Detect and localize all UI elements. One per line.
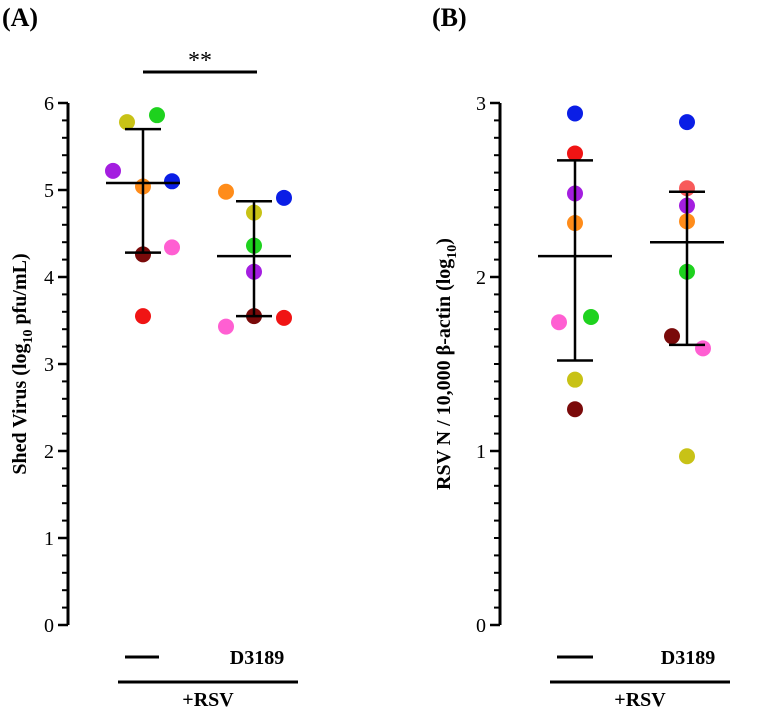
y-axis-title-b-sub: 10 [445, 245, 460, 259]
series-a-2 [217, 183, 292, 335]
series-a-1 [105, 107, 180, 325]
data-point [695, 340, 711, 357]
plot-area-a [105, 107, 292, 335]
data-point [567, 371, 583, 388]
y-tick-label: 3 [476, 93, 486, 115]
data-point [567, 105, 583, 122]
group-label-b: +RSV [614, 689, 666, 711]
data-point [664, 328, 680, 345]
data-point [679, 448, 695, 465]
y-tick-label: 3 [44, 354, 54, 376]
data-point [218, 183, 234, 200]
y-axis-title-a-end: pfu/mL) [9, 253, 31, 329]
y-axis-title-a-main: Shed Virus (log [9, 343, 31, 474]
data-point [583, 309, 599, 326]
data-point [164, 173, 180, 190]
y-tick-label: 2 [476, 267, 486, 289]
data-point [276, 309, 292, 326]
data-point [567, 145, 583, 162]
y-tick-label: 1 [44, 528, 54, 550]
panel-label-a: (A) [2, 3, 38, 32]
series-b-2 [650, 114, 724, 465]
data-point [679, 114, 695, 131]
y-tick-label: 2 [44, 441, 54, 463]
y-axis-title-a-sub: 10 [21, 329, 36, 343]
y-tick-label: 5 [44, 180, 54, 202]
y-tick-label: 0 [476, 615, 486, 637]
series-b-1 [538, 105, 612, 418]
panel-a: (A) ** 0 1 2 3 4 5 6 Shed Virus (log10 pfu/mL)… [2, 3, 298, 711]
y-tick-label: 1 [476, 441, 486, 463]
plot-area-b [538, 105, 724, 465]
y-tick-label: 0 [44, 615, 54, 637]
category-d3189-b: D3189 [661, 647, 715, 669]
panel-label-b: (B) [432, 3, 467, 32]
data-point [119, 114, 135, 131]
data-point [551, 314, 567, 331]
data-point [149, 107, 165, 124]
data-point [567, 401, 583, 418]
y-axis-title-b-main: RSV N / 10,000 β-actin (log [433, 259, 455, 490]
y-axis-title-a: Shed Virus (log10 pfu/mL) [9, 253, 36, 474]
y-axis-title-b: RSV N / 10,000 β-actin (log10) [433, 238, 460, 490]
data-point [218, 318, 234, 335]
data-point [276, 189, 292, 206]
y-tick-label: 4 [44, 267, 54, 289]
y-ticks-a: 0 1 2 3 4 5 6 [44, 93, 68, 637]
category-d3189-a: D3189 [230, 647, 284, 669]
y-ticks-b: 0 1 2 3 [476, 93, 500, 637]
data-point [135, 246, 151, 263]
significance-label: ** [188, 48, 212, 74]
y-axis-title-b-end: ) [433, 238, 455, 245]
data-point [164, 239, 180, 256]
data-point [105, 162, 121, 179]
group-label-a: +RSV [182, 689, 234, 711]
y-tick-label: 6 [44, 93, 54, 115]
data-point [135, 308, 151, 325]
